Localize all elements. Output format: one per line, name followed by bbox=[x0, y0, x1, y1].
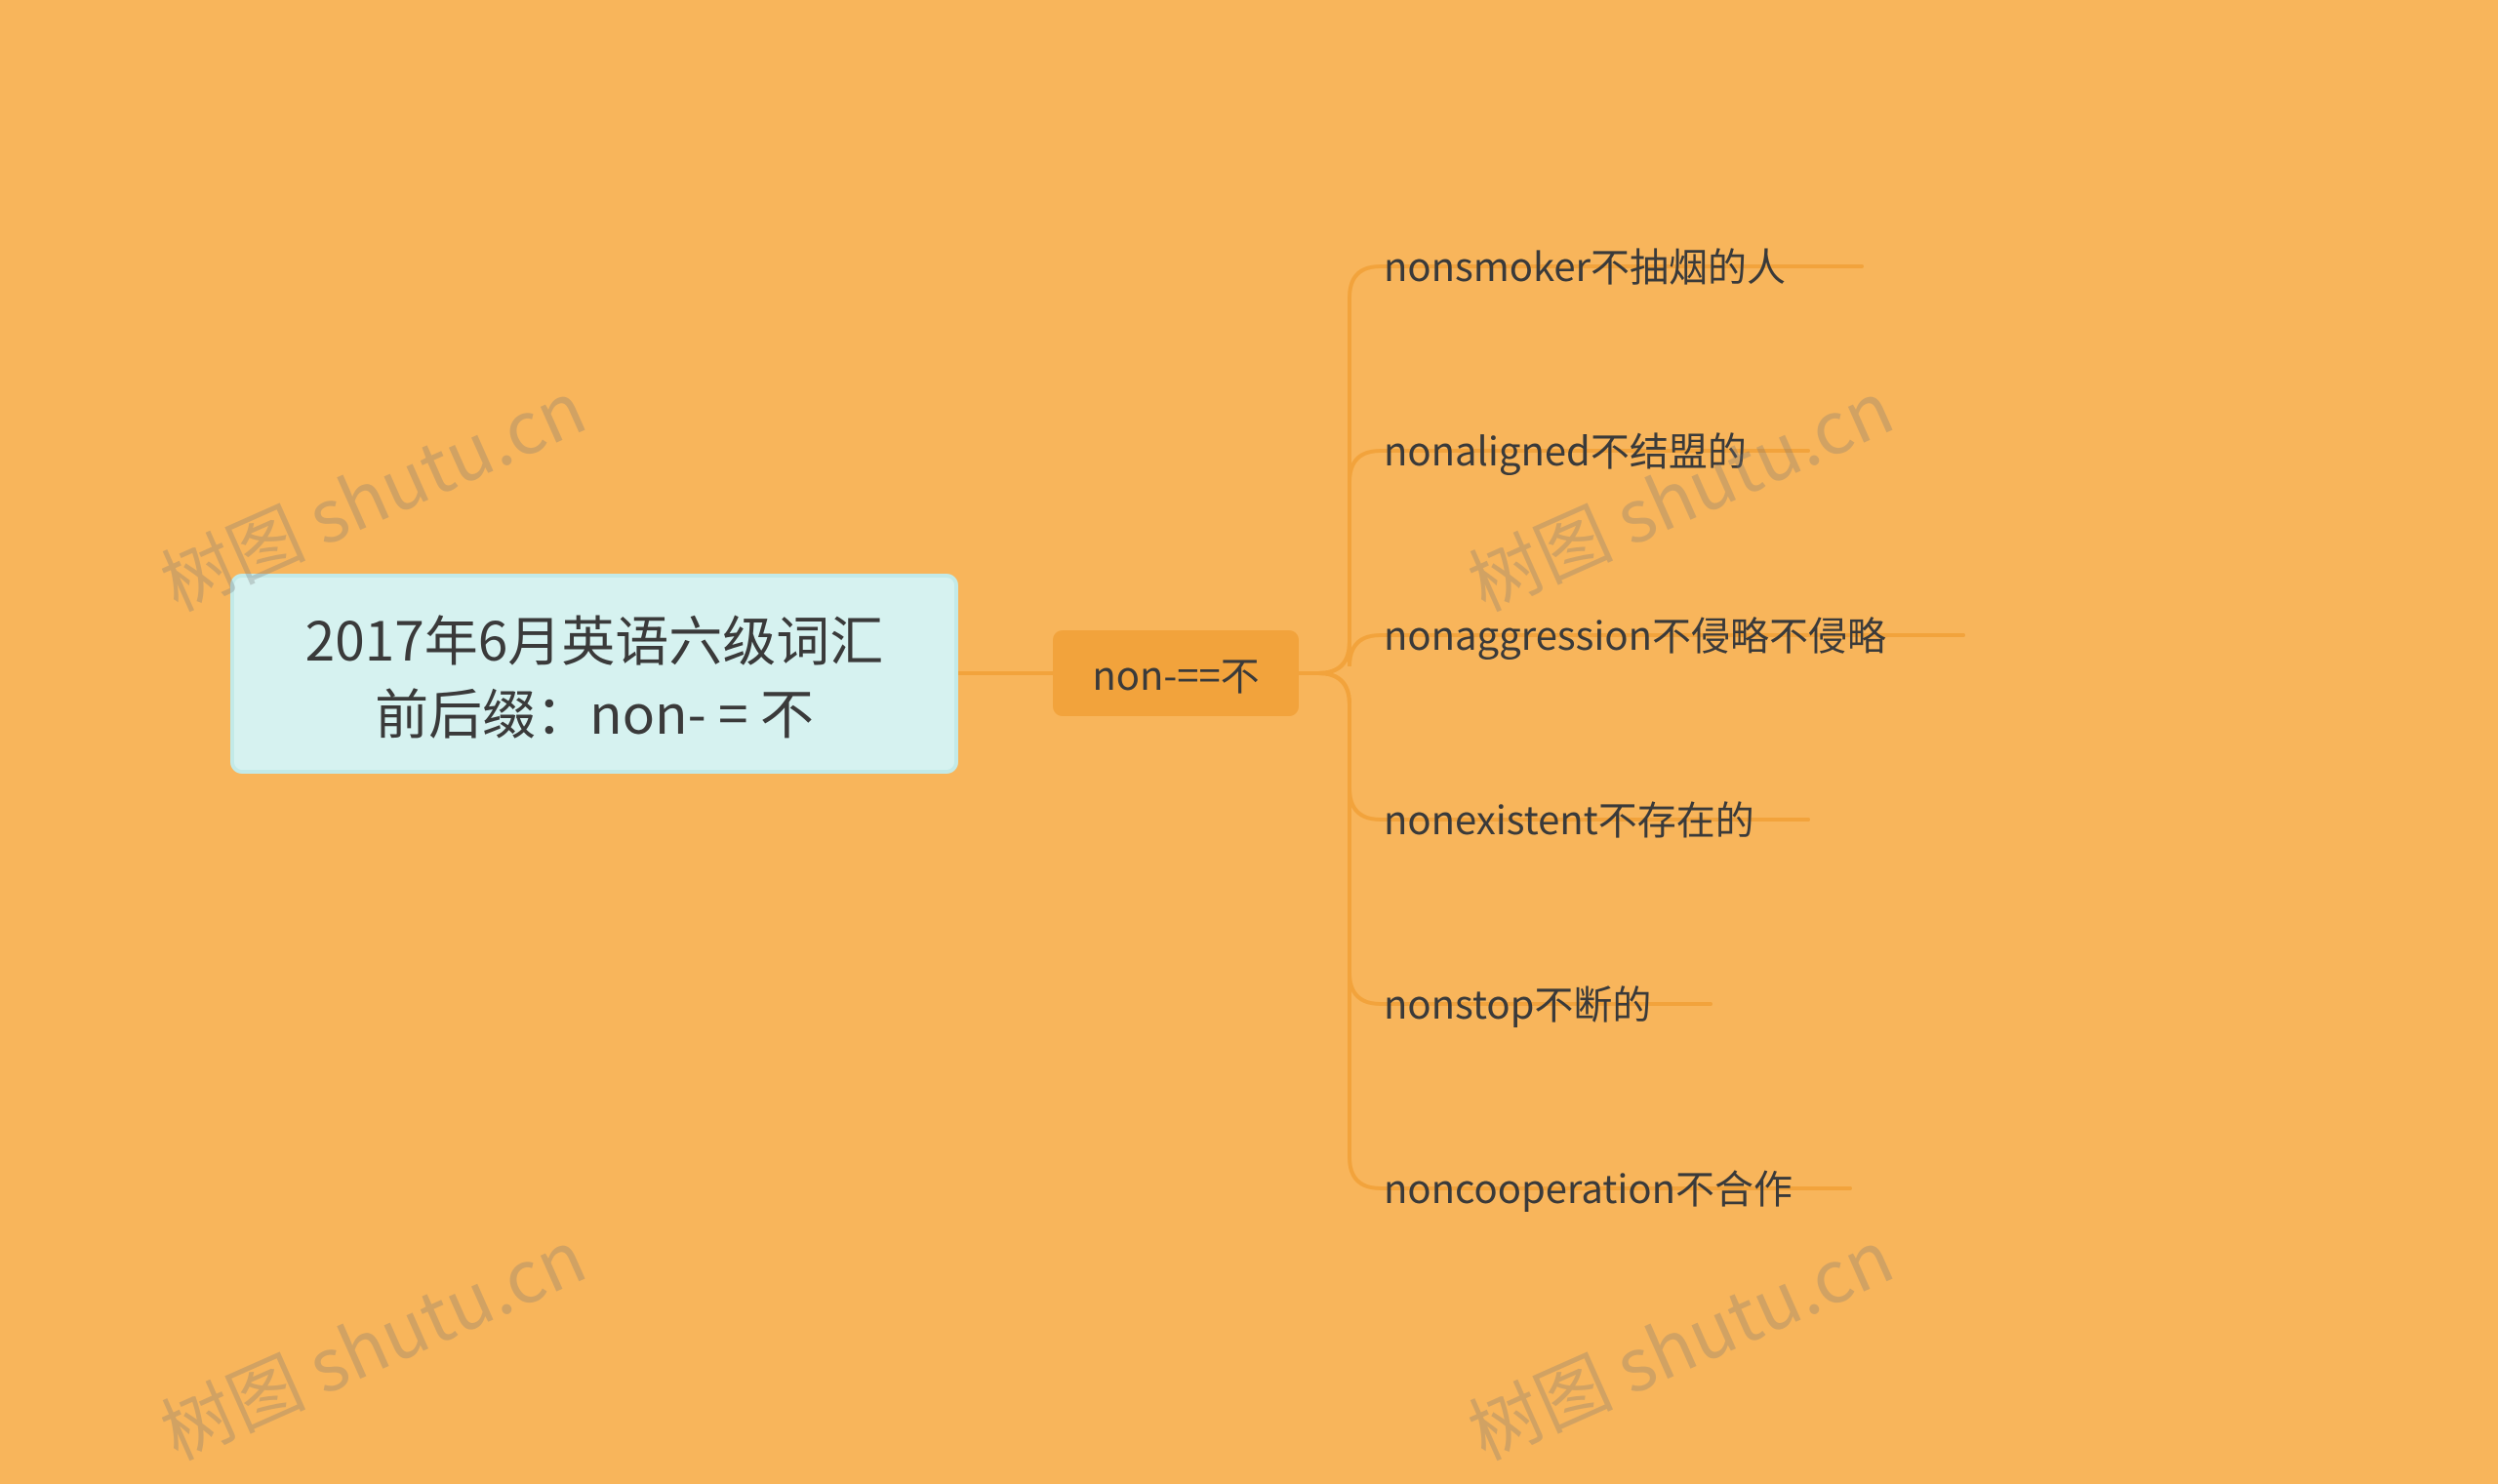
leaf-node: nonaggression不侵略不侵略 bbox=[1384, 605, 1886, 654]
leaf-node: nonstop不断的 bbox=[1384, 974, 1651, 1023]
leaf-label: nonsmoker不抽烟的人 bbox=[1384, 236, 1786, 293]
mid-node: non-==不 bbox=[1053, 630, 1299, 716]
leaf-label: nonaligned不结盟的 bbox=[1384, 421, 1747, 477]
mid-node-label: non-==不 bbox=[1092, 645, 1259, 702]
root-line-1: 2017年6月英语六级词汇 bbox=[305, 601, 884, 673]
leaf-node: nonsmoker不抽烟的人 bbox=[1384, 236, 1786, 285]
leaf-node: nonaligned不结盟的 bbox=[1384, 421, 1747, 469]
leaf-node: nonexistent不存在的 bbox=[1384, 789, 1754, 838]
leaf-label: nonexistent不存在的 bbox=[1384, 789, 1754, 846]
leaf-label: noncooperation不合作 bbox=[1384, 1158, 1793, 1215]
leaf-node: noncooperation不合作 bbox=[1384, 1158, 1793, 1207]
mindmap-canvas: 2017年6月英语六级词汇 前后缀：non- = 不 non-==不 nonsm… bbox=[0, 0, 2498, 1484]
leaf-label: nonaggression不侵略不侵略 bbox=[1384, 605, 1886, 662]
leaf-label: nonstop不断的 bbox=[1384, 974, 1651, 1030]
root-node: 2017年6月英语六级词汇 前后缀：non- = 不 bbox=[230, 574, 958, 774]
root-line-2: 前后缀：non- = 不 bbox=[375, 674, 814, 746]
